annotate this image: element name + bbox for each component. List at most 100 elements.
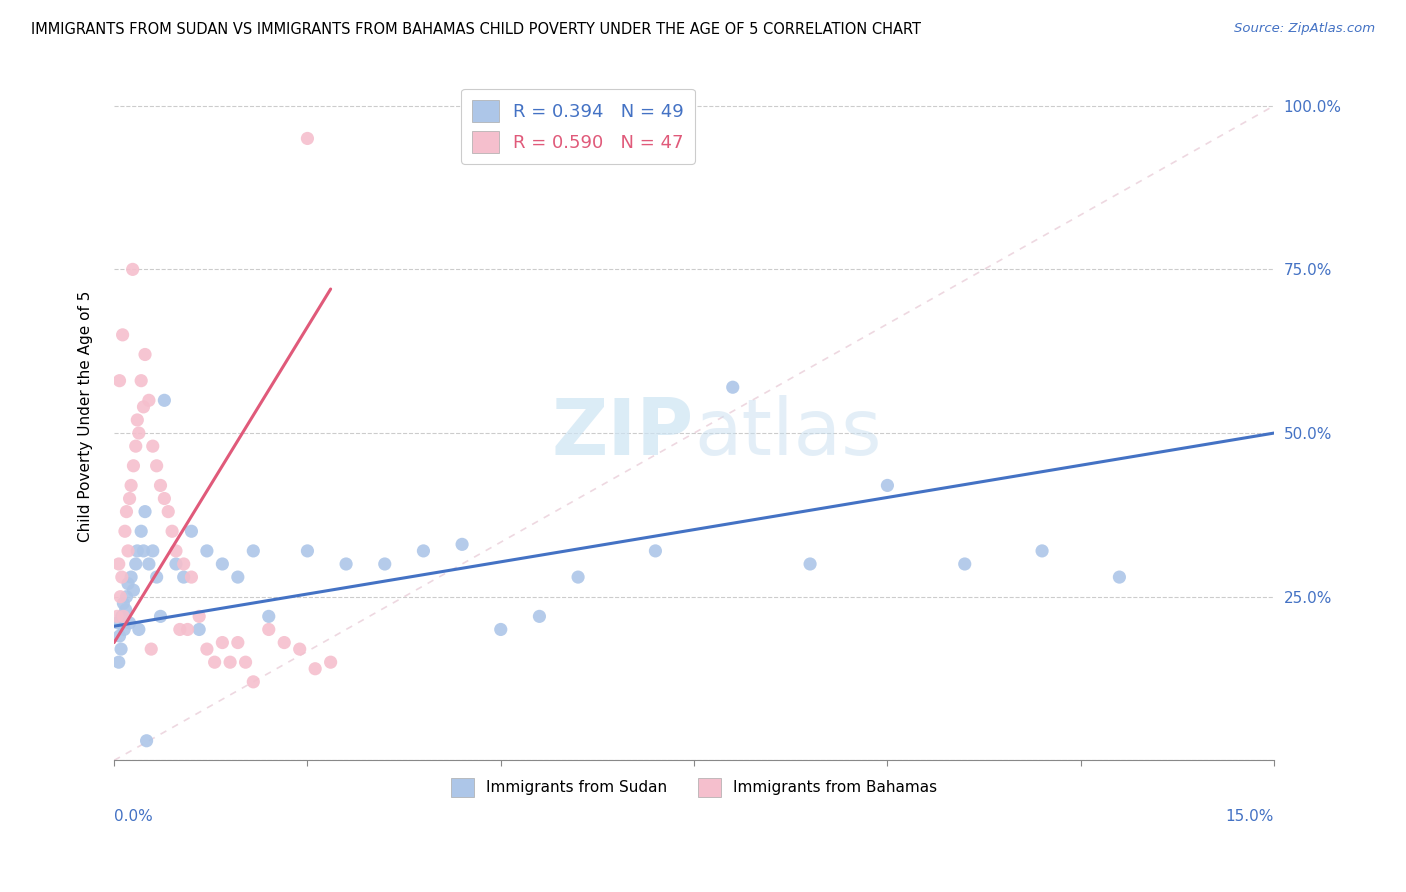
Point — [319, 655, 342, 669]
Legend: Immigrants from Sudan, Immigrants from Bahamas: Immigrants from Sudan, Immigrants from B… — [443, 771, 945, 805]
Point — [176, 623, 198, 637]
Point — [799, 557, 821, 571]
Point — [529, 609, 551, 624]
Point — [173, 570, 195, 584]
Point — [134, 505, 156, 519]
Point — [122, 583, 145, 598]
Point — [1031, 544, 1053, 558]
Point — [304, 662, 326, 676]
Point — [135, 733, 157, 747]
Point — [110, 642, 132, 657]
Point — [211, 635, 233, 649]
Point — [122, 458, 145, 473]
Point — [644, 544, 666, 558]
Point — [165, 557, 187, 571]
Point — [125, 439, 148, 453]
Point — [141, 642, 163, 657]
Point — [110, 590, 132, 604]
Point — [235, 655, 257, 669]
Point — [169, 623, 191, 637]
Point — [115, 590, 138, 604]
Point — [142, 439, 165, 453]
Point — [121, 262, 143, 277]
Point — [120, 570, 142, 584]
Point — [118, 491, 141, 506]
Point — [128, 425, 150, 440]
Point — [153, 393, 176, 408]
Point — [117, 544, 139, 558]
Text: Source: ZipAtlas.com: Source: ZipAtlas.com — [1234, 22, 1375, 36]
Point — [142, 544, 165, 558]
Text: 15.0%: 15.0% — [1226, 808, 1274, 823]
Point — [129, 374, 152, 388]
Point — [288, 642, 311, 657]
Point — [112, 596, 135, 610]
Point — [107, 557, 129, 571]
Point — [145, 458, 167, 473]
Point — [149, 609, 172, 624]
Point — [157, 505, 180, 519]
Point — [188, 609, 211, 624]
Point — [115, 505, 138, 519]
Point — [118, 615, 141, 630]
Point — [112, 623, 135, 637]
Point — [111, 570, 134, 584]
Text: IMMIGRANTS FROM SUDAN VS IMMIGRANTS FROM BAHAMAS CHILD POVERTY UNDER THE AGE OF : IMMIGRANTS FROM SUDAN VS IMMIGRANTS FROM… — [31, 22, 921, 37]
Point — [953, 557, 976, 571]
Point — [127, 413, 149, 427]
Point — [173, 557, 195, 571]
Text: ZIP: ZIP — [551, 395, 695, 471]
Point — [374, 557, 396, 571]
Point — [489, 623, 512, 637]
Point — [120, 478, 142, 492]
Point — [211, 557, 233, 571]
Point — [297, 544, 319, 558]
Point — [153, 491, 176, 506]
Point — [114, 524, 136, 539]
Point — [145, 570, 167, 584]
Point — [412, 544, 434, 558]
Text: 0.0%: 0.0% — [114, 808, 153, 823]
Point — [165, 544, 187, 558]
Point — [107, 655, 129, 669]
Point — [204, 655, 226, 669]
Point — [721, 380, 744, 394]
Point — [134, 347, 156, 361]
Point — [117, 576, 139, 591]
Point — [567, 570, 589, 584]
Point — [108, 629, 131, 643]
Point — [105, 609, 128, 624]
Y-axis label: Child Poverty Under the Age of 5: Child Poverty Under the Age of 5 — [79, 291, 93, 542]
Point — [127, 544, 149, 558]
Point — [108, 374, 131, 388]
Point — [132, 544, 155, 558]
Point — [242, 674, 264, 689]
Point — [195, 642, 218, 657]
Text: atlas: atlas — [695, 395, 882, 471]
Point — [125, 557, 148, 571]
Point — [138, 557, 160, 571]
Point — [129, 524, 152, 539]
Point — [273, 635, 295, 649]
Point — [111, 327, 134, 342]
Point — [111, 609, 134, 624]
Point — [1108, 570, 1130, 584]
Point — [335, 557, 357, 571]
Point — [188, 623, 211, 637]
Point — [297, 131, 319, 145]
Point — [257, 609, 280, 624]
Point — [451, 537, 474, 551]
Point — [128, 623, 150, 637]
Point — [219, 655, 242, 669]
Point — [112, 609, 135, 624]
Point — [180, 570, 202, 584]
Point — [226, 635, 249, 649]
Point — [195, 544, 218, 558]
Point — [107, 615, 129, 630]
Point — [180, 524, 202, 539]
Point — [114, 603, 136, 617]
Point — [149, 478, 172, 492]
Point — [132, 400, 155, 414]
Point — [242, 544, 264, 558]
Point — [160, 524, 183, 539]
